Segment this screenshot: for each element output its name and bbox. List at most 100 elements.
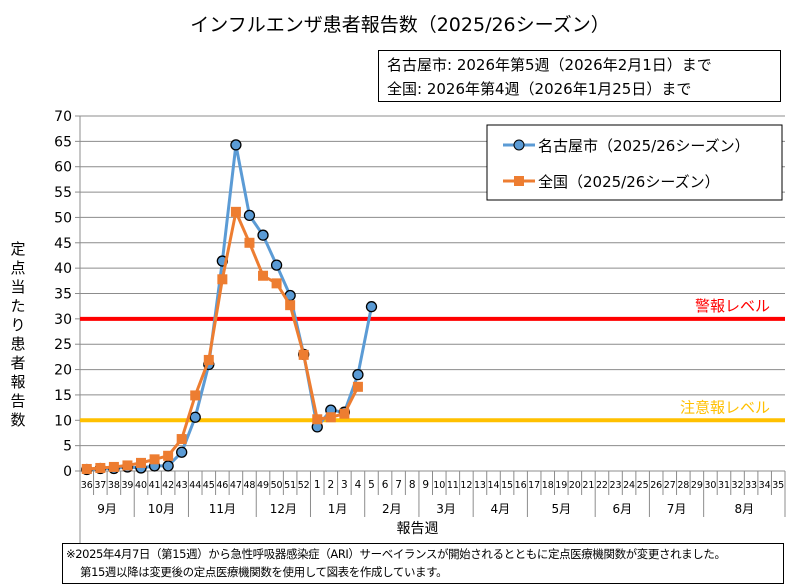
data-point bbox=[163, 450, 174, 461]
footnote-line2: 第15週以降は変更後の定点医療機関数を使用して図表を作成しています。 bbox=[80, 565, 448, 579]
x-tick-label: 31 bbox=[718, 480, 730, 491]
x-tick-label: 26 bbox=[650, 480, 662, 491]
x-tick-label: 1 bbox=[314, 479, 321, 491]
chart-title: インフルエンザ患者報告数（2025/26シーズン） bbox=[190, 14, 610, 36]
month-label: 12月 bbox=[270, 502, 297, 516]
data-range-note: 名古屋市: 2026年第5週（2026年2月1日）まで 全国: 2026年第4週… bbox=[378, 50, 781, 102]
x-tick-label: 22 bbox=[596, 480, 608, 491]
x-tick-label: 17 bbox=[528, 480, 540, 491]
x-tick-label: 21 bbox=[582, 480, 594, 491]
legend-label: 全国（2025/26シーズン） bbox=[538, 173, 720, 191]
x-tick-label: 51 bbox=[284, 480, 296, 491]
data-point bbox=[230, 206, 241, 217]
y-tick-label: 40 bbox=[54, 261, 72, 277]
x-tick-label: 6 bbox=[382, 479, 389, 491]
note-nagoya: 名古屋市: 2026年第5週（2026年2月1日）まで bbox=[387, 56, 712, 74]
x-tick-label: 44 bbox=[189, 480, 201, 491]
x-tick-label: 49 bbox=[257, 480, 269, 491]
y-axis-label: 定点当たり患者報告数 bbox=[10, 240, 26, 429]
data-point bbox=[95, 462, 106, 473]
y-tick-label: 0 bbox=[63, 464, 72, 480]
month-label: 11月 bbox=[209, 502, 236, 516]
month-label: 10月 bbox=[148, 502, 175, 516]
x-tick-label: 24 bbox=[623, 480, 635, 491]
x-tick-label: 28 bbox=[677, 480, 689, 491]
x-tick-label: 16 bbox=[515, 480, 527, 491]
x-axis-label: 報告週 bbox=[397, 521, 439, 537]
x-tick-label: 7 bbox=[395, 479, 402, 491]
legend-label: 名古屋市（2025/26シーズン） bbox=[538, 137, 750, 155]
y-tick-label: 15 bbox=[54, 388, 72, 404]
data-point bbox=[108, 461, 119, 472]
x-tick-label: 45 bbox=[203, 480, 215, 491]
data-point bbox=[339, 408, 350, 419]
month-label: 4月 bbox=[490, 502, 510, 516]
x-tick-label: 27 bbox=[664, 480, 676, 491]
x-tick-label: 42 bbox=[162, 480, 174, 491]
x-tick-label: 8 bbox=[409, 479, 416, 491]
x-tick-label: 14 bbox=[488, 480, 500, 491]
x-tick-label: 11 bbox=[447, 480, 459, 491]
month-label: 1月 bbox=[328, 502, 348, 516]
data-point bbox=[176, 446, 188, 458]
month-label: 9月 bbox=[97, 502, 117, 516]
data-point bbox=[270, 259, 283, 271]
x-tick-label: 39 bbox=[121, 480, 133, 491]
data-point bbox=[217, 274, 228, 285]
x-tick-label: 30 bbox=[704, 480, 716, 491]
reference-label: 注意報レベル bbox=[680, 398, 770, 416]
x-tick-label: 35 bbox=[772, 480, 784, 491]
data-point bbox=[285, 300, 296, 311]
x-tick-label: 40 bbox=[135, 480, 147, 491]
month-label: 7月 bbox=[667, 502, 687, 516]
data-point bbox=[149, 454, 160, 465]
legend-marker bbox=[513, 139, 525, 151]
y-tick-label: 30 bbox=[54, 312, 72, 328]
x-tick-label: 3 bbox=[341, 479, 348, 491]
x-tick-label: 20 bbox=[569, 480, 581, 491]
data-point bbox=[244, 237, 255, 248]
x-tick-label: 23 bbox=[610, 480, 622, 491]
x-tick-label: 12 bbox=[460, 480, 472, 491]
month-label: 8月 bbox=[735, 502, 755, 516]
data-point bbox=[243, 209, 256, 222]
x-tick-label: 15 bbox=[501, 480, 513, 491]
data-point bbox=[257, 229, 269, 241]
x-tick-label: 37 bbox=[94, 480, 106, 491]
legend-marker bbox=[514, 176, 524, 186]
x-tick-label: 33 bbox=[745, 480, 757, 491]
month-label: 5月 bbox=[551, 502, 571, 516]
x-tick-label: 36 bbox=[81, 480, 93, 491]
y-tick-label: 45 bbox=[54, 236, 72, 252]
data-point bbox=[365, 301, 378, 313]
data-point bbox=[271, 278, 282, 289]
data-point bbox=[162, 460, 174, 472]
y-tick-label: 25 bbox=[54, 337, 72, 353]
x-tick-label: 46 bbox=[216, 480, 228, 491]
y-tick-label: 35 bbox=[54, 287, 72, 303]
x-tick-label: 29 bbox=[691, 480, 703, 491]
x-tick-label: 2 bbox=[327, 479, 334, 491]
data-point bbox=[352, 368, 364, 381]
data-point bbox=[312, 414, 323, 425]
data-point bbox=[190, 390, 201, 401]
y-tick-label: 70 bbox=[54, 109, 72, 125]
month-label: 3月 bbox=[436, 502, 456, 516]
x-tick-label: 52 bbox=[298, 480, 310, 491]
data-point bbox=[230, 139, 242, 151]
data-point bbox=[298, 349, 309, 360]
x-tick-label: 34 bbox=[759, 480, 771, 491]
x-tick-label: 5 bbox=[368, 479, 375, 491]
data-point bbox=[122, 460, 133, 471]
x-tick-label: 19 bbox=[555, 480, 567, 491]
data-point bbox=[189, 411, 201, 423]
x-tick-label: 13 bbox=[474, 480, 486, 491]
month-label: 6月 bbox=[612, 502, 632, 516]
y-tick-label: 20 bbox=[54, 363, 72, 379]
x-tick-label: 25 bbox=[637, 480, 649, 491]
y-tick-label: 55 bbox=[54, 185, 72, 201]
y-tick-label: 5 bbox=[63, 439, 72, 455]
y-tick-label: 50 bbox=[54, 210, 72, 226]
